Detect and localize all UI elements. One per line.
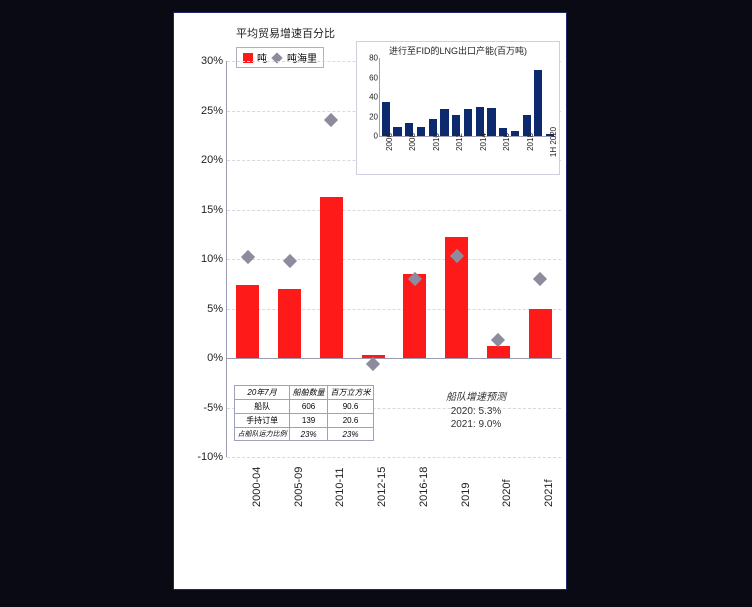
table-r1c2: 20.6 [328,414,374,428]
marker-diamond [533,272,547,286]
inset-x-label: 2008 [408,133,417,151]
y-axis-label: 15% [183,204,223,216]
y-axis-label: 25% [183,105,223,117]
x-axis-label: 2016-18 [418,467,430,507]
inset-title: 进行至FID的LNG出口产能(百万吨) [357,44,559,57]
inset-chart: 进行至FID的LNG出口产能(百万吨) 020406080 2006200820… [356,41,560,175]
inset-x-label: 2018 [526,133,535,151]
y-axis-label: -5% [183,402,223,414]
bar [487,346,510,358]
inset-x-label: 2012 [455,133,464,151]
inset-y-label: 80 [362,54,378,63]
inset-bar [393,127,401,136]
inset-plot-area: 020406080 [379,58,556,137]
inset-x-label: 2014 [479,133,488,151]
x-axis-label: 2020f [501,479,513,507]
bar [320,197,343,358]
y-axis-label: -10% [183,451,223,463]
table-r1c0: 手持订单 [235,414,290,428]
table-r2c0: 占船队运力比例 [235,428,290,441]
table-r1c1: 139 [290,414,328,428]
main-chart-title: 平均贸易增速百分比 [236,25,335,41]
inset-bar [534,70,542,136]
x-axis-label: 2019 [460,483,472,507]
table-r0c0: 船队 [235,400,290,414]
y-axis-label: 20% [183,154,223,166]
gridline [227,309,561,310]
inset-bar [417,127,425,136]
table-h2: 百万立方米 [328,386,374,400]
marker-diamond [491,333,505,347]
y-axis-label: 10% [183,253,223,265]
bar [529,309,552,359]
table-h1: 船舶数量 [290,386,328,400]
fleet-table: 20年7月 船舶数量 百万立方米 船队 606 90.6 手持订单 139 20… [234,385,374,441]
forecast-box: 船队增速预测 2020: 5.3% 2021: 9.0% [406,391,546,432]
marker-diamond [283,254,297,268]
y-axis-label: 5% [183,303,223,315]
inset-bar [382,102,390,136]
inset-x-label: 1H 2020 [549,127,558,157]
marker-diamond [241,250,255,264]
table-r0c1: 606 [290,400,328,414]
bar [403,274,426,358]
forecast-title: 船队增速预测 [406,391,546,405]
inset-y-label: 0 [362,132,378,141]
gridline [227,259,561,260]
table-r0c2: 90.6 [328,400,374,414]
y-axis-label: 30% [183,55,223,67]
x-axis-label: 2000-04 [251,467,263,507]
x-axis-label: 2005-09 [293,467,305,507]
table-h0: 20年7月 [235,386,290,400]
inset-bar [464,109,472,136]
x-axis-label: 2010-11 [334,467,346,507]
forecast-line-1: 2021: 9.0% [406,418,546,432]
marker-diamond [324,113,338,127]
inset-x-label: 2016 [502,133,511,151]
inset-x-label: 2010 [432,133,441,151]
inset-bar [440,109,448,136]
inset-x-label: 2006 [385,133,394,151]
bar [278,289,301,358]
inset-y-label: 20 [362,112,378,121]
forecast-line-0: 2020: 5.3% [406,405,546,419]
gridline [227,457,561,458]
table-r2c1: 23% [290,428,328,441]
axis-zero-line [227,358,561,359]
gridline [227,210,561,211]
inset-y-label: 60 [362,73,378,82]
x-axis-label: 2012-15 [376,467,388,507]
inset-y-label: 40 [362,93,378,102]
bar [236,285,259,358]
inset-bar [511,131,519,136]
table-r2c2: 23% [328,428,374,441]
x-axis-label: 2021f [543,479,555,507]
chart-panel: 平均贸易增速百分比 吨 吨海里 -10%-5%0%5%10%15%20%25%3… [173,12,567,590]
y-axis-label: 0% [183,352,223,364]
inset-bar [487,108,495,136]
inset-bar [476,107,484,136]
